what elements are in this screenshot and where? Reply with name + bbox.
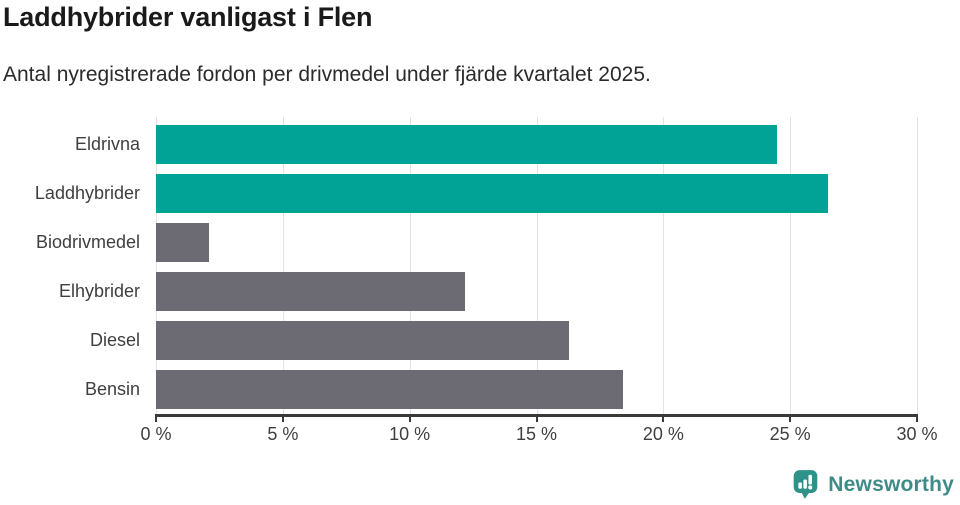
bar-bensin bbox=[156, 370, 623, 409]
bar-chart: Eldrivna Laddhybrider Biodrivmedel Elhybrid… bbox=[0, 112, 960, 472]
tick-label: 30 % bbox=[896, 424, 938, 444]
axis-tick bbox=[535, 414, 538, 422]
gridline bbox=[156, 117, 157, 414]
newsworthy-icon bbox=[793, 470, 818, 499]
newsworthy-logo[interactable]: Newsworthy bbox=[792, 469, 954, 500]
chart-subtitle: Antal nyregistrerade fordon per drivmede… bbox=[3, 63, 651, 86]
axis-tick bbox=[281, 414, 284, 422]
gridline bbox=[282, 117, 284, 414]
axis-tick bbox=[155, 414, 157, 422]
category-label: Bensin bbox=[84, 379, 140, 399]
axis-tick bbox=[789, 414, 792, 422]
category-label: Elhybrider bbox=[58, 281, 140, 301]
bar-elhybrider bbox=[156, 272, 466, 311]
axis-tick bbox=[662, 414, 665, 422]
bar-diesel bbox=[156, 321, 570, 360]
gridline bbox=[917, 117, 918, 414]
gridline bbox=[409, 117, 411, 414]
chart-title: Laddhybrider vanligast i Flen bbox=[3, 2, 373, 32]
tick-label: 25 % bbox=[769, 424, 811, 444]
gridline bbox=[790, 117, 792, 414]
category-label: Eldrivna bbox=[74, 134, 140, 154]
bar-laddhybrider bbox=[156, 174, 829, 213]
tick-label: 15 % bbox=[515, 424, 558, 444]
axis-tick bbox=[916, 414, 918, 422]
tick-label: 20 % bbox=[642, 424, 684, 444]
category-label: Biodrivmedel bbox=[35, 232, 140, 252]
gridline bbox=[536, 117, 538, 414]
bar-eldrivna bbox=[156, 125, 778, 164]
category-label: Laddhybrider bbox=[34, 183, 140, 203]
axis-tick bbox=[408, 414, 411, 422]
category-label: Diesel bbox=[89, 330, 140, 350]
bar-biodrivmedel bbox=[156, 223, 210, 262]
brand-name: Newsworthy bbox=[828, 472, 954, 496]
tick-label: 10 % bbox=[389, 424, 431, 444]
tick-label: 0 % bbox=[140, 424, 172, 444]
gridline bbox=[663, 117, 665, 414]
tick-label: 5 % bbox=[267, 424, 299, 444]
